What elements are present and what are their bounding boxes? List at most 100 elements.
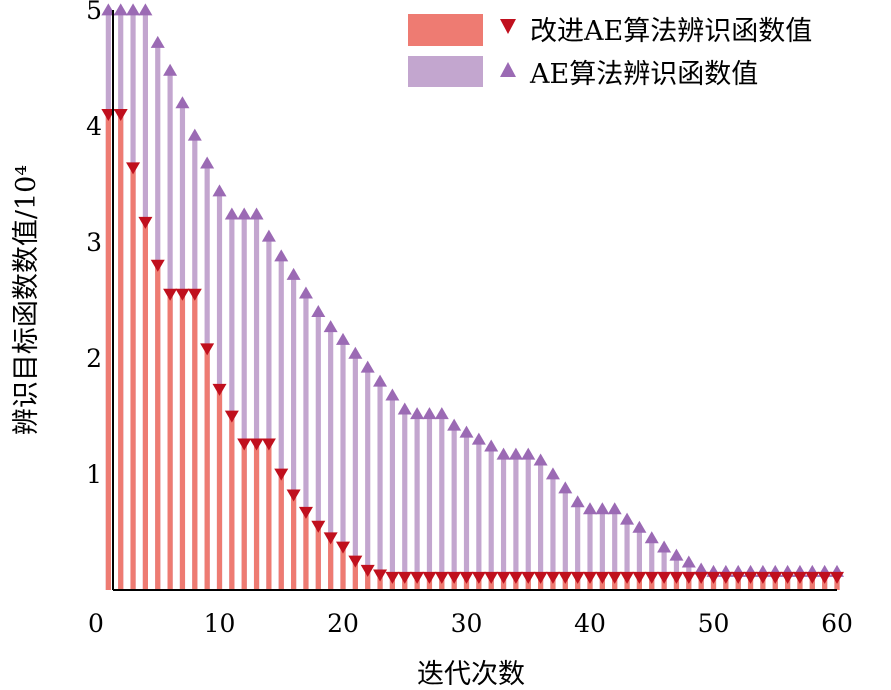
marker-ae (669, 548, 684, 561)
bar-ae (649, 537, 655, 590)
marker-ae (187, 128, 202, 141)
y-tick-label: 4 (86, 112, 102, 141)
bar-improved (216, 389, 223, 590)
bar-improved (352, 561, 358, 590)
marker-improved (558, 571, 573, 584)
legend-swatch-ae (408, 56, 483, 87)
marker-improved (212, 383, 227, 396)
marker-ae (558, 481, 573, 494)
bar-ae (513, 454, 519, 590)
y-axis-title: 辨识目标函数数值/10⁴ (11, 165, 42, 435)
marker-ae (545, 467, 560, 480)
marker-improved (471, 571, 486, 584)
marker-ae (175, 96, 190, 109)
bar-ae (500, 454, 507, 590)
marker-improved (101, 109, 116, 121)
bar-improved (241, 443, 247, 590)
marker-ae (620, 512, 635, 525)
marker-improved (657, 571, 672, 584)
x-tick-label: 10 (204, 609, 236, 638)
marker-improved (521, 571, 536, 584)
bar-ae (599, 508, 605, 590)
marker-ae (224, 207, 239, 220)
bar-ae (303, 293, 309, 590)
bar-improved (328, 537, 334, 590)
marker-improved (113, 109, 128, 121)
marker-improved (336, 541, 350, 554)
marker-improved (175, 288, 190, 301)
marker-improved (422, 571, 437, 584)
y-tick-label: 5 (86, 0, 102, 25)
bar-improved (130, 167, 136, 590)
x-tick-label: 0 (88, 609, 104, 638)
marker-ae (484, 439, 499, 452)
bar-ae (352, 353, 358, 590)
bar-ae (451, 425, 457, 590)
marker-improved (731, 571, 746, 584)
bar-improved (105, 114, 111, 591)
marker-improved (323, 532, 338, 545)
marker-improved (830, 571, 844, 584)
marker-improved (187, 288, 202, 301)
marker-improved (434, 571, 449, 584)
marker-improved (545, 571, 560, 584)
y-tick-labels: 1 2 3 4 5 (86, 0, 102, 489)
marker-ae (521, 447, 536, 460)
marker-ae (373, 374, 388, 387)
bar-improved (278, 474, 284, 590)
bar-improved (253, 443, 260, 590)
marker-ae (200, 156, 215, 169)
series-ae-bars (105, 10, 840, 591)
bar-ae (365, 367, 371, 590)
marker-ae (348, 346, 363, 359)
marker-ae (533, 453, 548, 466)
bar-improved (204, 348, 210, 590)
series-ae-markers (101, 3, 844, 577)
bar-ae (229, 214, 235, 590)
bar-ae (377, 381, 383, 590)
legend-label-improved: 改进AE算法辨识函数值 (530, 16, 812, 47)
marker-ae (150, 35, 165, 48)
bar-ae (253, 214, 260, 590)
bar-ae (426, 413, 433, 590)
bar-improved (315, 526, 321, 590)
marker-improved (570, 571, 585, 584)
marker-improved (459, 571, 474, 584)
bar-ae (624, 519, 630, 590)
marker-ae (323, 320, 338, 333)
marker-improved (620, 571, 635, 584)
x-tick-label: 60 (821, 609, 853, 638)
marker-ae (298, 286, 313, 299)
bar-ae (315, 311, 321, 590)
marker-ae (385, 388, 400, 401)
y-tick-label: 2 (86, 344, 102, 373)
bar-improved (155, 265, 161, 590)
marker-improved (644, 571, 659, 584)
marker-improved (150, 259, 165, 272)
x-tick-label: 40 (574, 609, 606, 638)
legend-swatch-improved (408, 14, 483, 46)
marker-ae (471, 432, 486, 445)
marker-improved (533, 571, 548, 584)
marker-improved (286, 489, 301, 502)
x-tick-label: 30 (451, 609, 483, 638)
x-tick-label: 20 (327, 609, 359, 638)
bar-ae (562, 487, 568, 590)
marker-improved (410, 571, 425, 584)
x-tick-labels: 0 10 20 30 40 50 60 (88, 609, 853, 638)
marker-ae (694, 562, 709, 575)
bar-ae (525, 454, 531, 590)
bar-improved (179, 294, 186, 590)
marker-improved (138, 216, 153, 229)
bar-ae (636, 527, 642, 590)
marker-improved (348, 555, 363, 568)
marker-improved (360, 564, 375, 577)
marker-improved (768, 571, 783, 584)
legend-marker-ae (500, 62, 516, 77)
bar-ae (488, 446, 494, 590)
bar-ae (414, 413, 420, 590)
marker-ae (459, 425, 474, 438)
marker-ae (212, 184, 227, 197)
bar-improved (118, 114, 124, 591)
bar-ae (340, 339, 346, 590)
